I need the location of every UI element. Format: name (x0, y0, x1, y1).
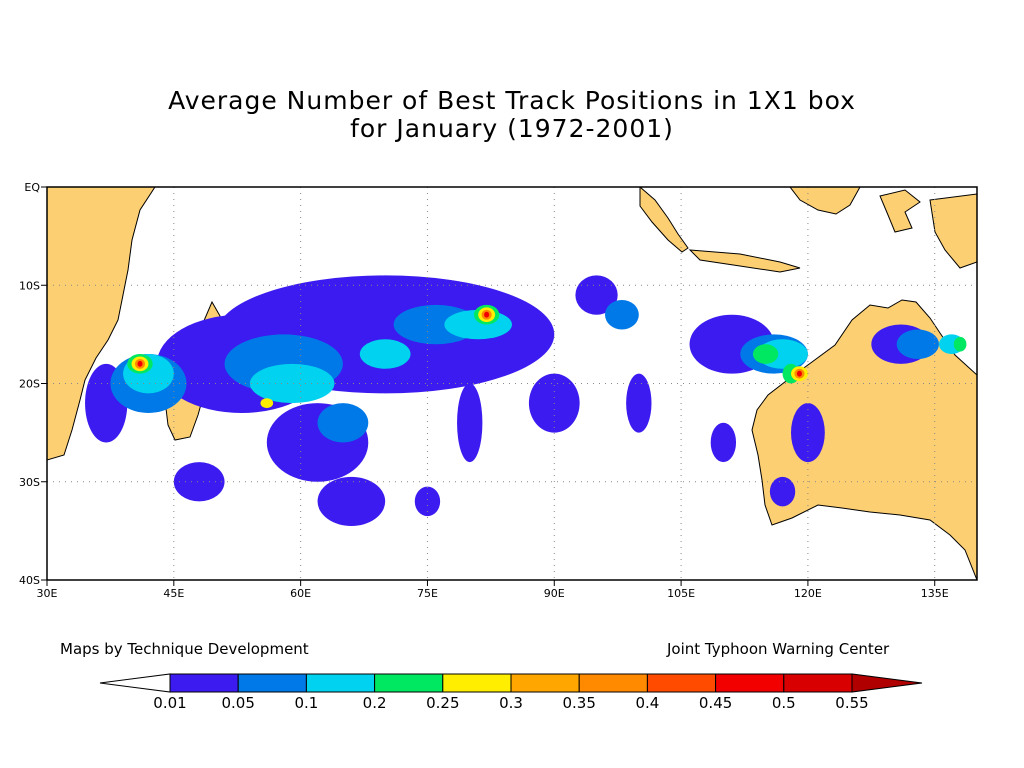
lon-label: 120E (794, 587, 822, 600)
lat-label: 10S (19, 279, 40, 292)
map-title-line2: for January (1972-2001) (350, 114, 674, 143)
legend-label: 0.05 (221, 694, 254, 712)
land-masses (47, 187, 977, 580)
lon-label: 90E (544, 587, 565, 600)
lon-label: 75E (417, 587, 438, 600)
new-guinea-landmass (929, 193, 977, 269)
density-layer (85, 275, 967, 526)
lon-label: 45E (163, 587, 184, 600)
density-cell-0_05 (896, 329, 939, 359)
legend-swatch (578, 673, 648, 693)
legend-swatch (783, 673, 853, 693)
latitude-labels: EQ 10S 20S 30S 40S (19, 181, 47, 587)
legend-swatch (510, 673, 580, 693)
density-cell-0_05 (317, 403, 369, 443)
color-legend: 0.01 0.05 0.1 0.2 0.25 0.3 0.35 0.4 0.45 0.5 0.55 (99, 673, 923, 712)
legend-swatch (305, 673, 376, 693)
legend-low-arrow (99, 673, 171, 693)
lat-label: EQ (24, 181, 40, 194)
legend-swatch (715, 673, 785, 693)
credit-right: Joint Typhoon Warning Center (666, 640, 890, 658)
sumatra-landmass (639, 187, 689, 253)
legend-label: 0.55 (835, 694, 868, 712)
density-cell-0_45 (484, 311, 490, 318)
density-cell-0_2 (752, 344, 779, 364)
density-cell-0_01 (457, 383, 483, 463)
legend-high-arrow (851, 673, 923, 693)
density-cell-0_01 (710, 422, 737, 463)
density-cell-0_2 (953, 336, 967, 352)
density-cell-0_01 (769, 476, 796, 507)
java-landmass (688, 249, 801, 273)
lat-label: 30S (19, 476, 40, 489)
legend-swatch (374, 673, 444, 693)
legend-label: 0.35 (562, 694, 595, 712)
density-cell-0_01 (575, 275, 618, 315)
longitude-labels: 30E 45E 60E 75E 90E 105E 120E 135E (37, 580, 949, 600)
density-cell-0_45 (137, 360, 143, 367)
legend-label: 0.1 (294, 694, 318, 712)
legend-label: 0.5 (772, 694, 796, 712)
density-cell-0_01 (173, 462, 225, 502)
density-cell-0_25 (260, 398, 274, 409)
density-cell-0_1 (359, 339, 411, 369)
density-cell-0_45 (796, 370, 802, 377)
legend-swatch (237, 673, 307, 693)
legend-label: 0.2 (363, 694, 387, 712)
africa-landmass (47, 187, 156, 461)
lon-label: 135E (921, 587, 949, 600)
density-cell-0_01 (626, 373, 652, 433)
legend-label: 0.45 (699, 694, 732, 712)
legend-label: 0.4 (635, 694, 659, 712)
density-cell-0_05 (605, 299, 639, 330)
density-cell-0_1 (249, 363, 335, 404)
legend-label: 0.3 (499, 694, 523, 712)
graticule (47, 187, 977, 580)
legend-label: 0.25 (426, 694, 459, 712)
legend-swatch (169, 673, 239, 693)
density-cell-0_01 (791, 403, 825, 463)
sulawesi-landmass (879, 189, 921, 233)
lon-label: 105E (667, 587, 695, 600)
lat-label: 40S (19, 574, 40, 587)
density-cell-0_01 (414, 486, 441, 517)
map-area (47, 187, 977, 580)
lat-label: 20S (19, 378, 40, 391)
legend-swatch (646, 673, 717, 693)
lon-label: 30E (37, 587, 58, 600)
map-title-line1: Average Number of Best Track Positions i… (168, 86, 856, 115)
density-cell-0_01 (317, 476, 386, 526)
lon-label: 60E (290, 587, 311, 600)
legend-swatch (442, 673, 512, 693)
credit-left: Maps by Technique Development (60, 640, 309, 658)
australia-landmass (751, 299, 977, 580)
legend-label: 0.01 (153, 694, 186, 712)
